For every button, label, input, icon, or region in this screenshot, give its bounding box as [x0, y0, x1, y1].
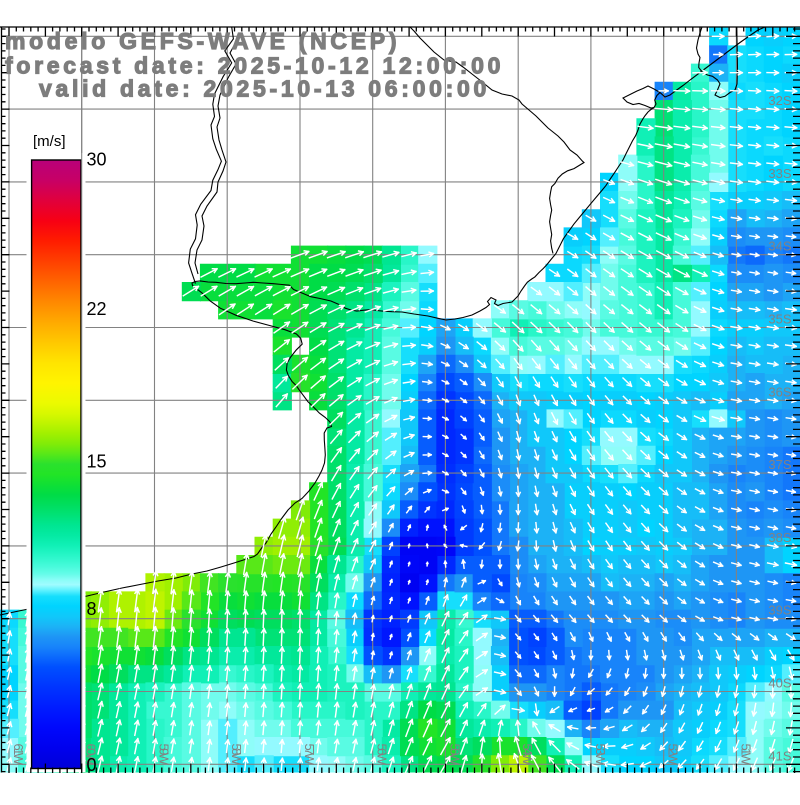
svg-text:51W: 51W — [738, 744, 753, 766]
svg-text:30: 30 — [87, 150, 107, 170]
svg-text:58W: 58W — [229, 744, 244, 766]
svg-text:33S: 33S — [768, 166, 791, 181]
svg-text:22: 22 — [87, 299, 107, 319]
svg-text:forecast date: 2025-10-12 12:0: forecast date: 2025-10-12 12:00:00 — [5, 53, 504, 79]
svg-text:valid date: 2025-10-13 06:00:0: valid date: 2025-10-13 06:00:00 — [39, 76, 490, 102]
svg-text:15: 15 — [87, 452, 107, 472]
svg-text:61W: 61W — [11, 744, 26, 766]
svg-text:60W: 60W — [84, 744, 99, 766]
svg-text:32S: 32S — [768, 93, 791, 108]
svg-text:52W: 52W — [666, 744, 681, 766]
svg-text:modelo GEFS-WAVE (NCEP): modelo GEFS-WAVE (NCEP) — [5, 28, 400, 54]
svg-text:54W: 54W — [520, 744, 535, 766]
svg-text:56W: 56W — [375, 744, 390, 766]
svg-text:53W: 53W — [593, 744, 608, 766]
svg-text:35S: 35S — [768, 312, 791, 327]
svg-text:8: 8 — [87, 599, 97, 619]
svg-text:34S: 34S — [768, 239, 791, 254]
svg-text:38S: 38S — [768, 530, 791, 545]
svg-text:55W: 55W — [447, 744, 462, 766]
svg-text:[m/s]: [m/s] — [33, 133, 66, 150]
svg-text:36S: 36S — [768, 384, 791, 399]
svg-text:40S: 40S — [768, 676, 791, 691]
svg-text:57W: 57W — [302, 744, 317, 766]
svg-text:37S: 37S — [768, 457, 791, 472]
svg-text:0: 0 — [87, 755, 97, 775]
svg-text:39S: 39S — [768, 603, 791, 618]
svg-text:41S: 41S — [768, 748, 791, 763]
svg-text:59W: 59W — [157, 744, 172, 766]
